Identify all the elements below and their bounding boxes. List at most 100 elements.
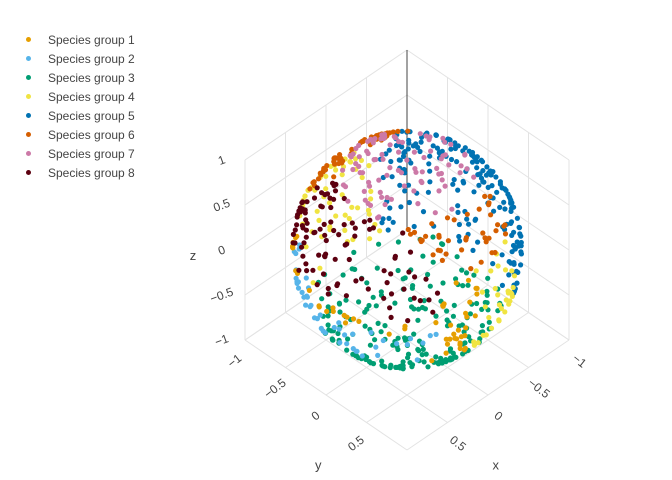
scatter-point	[440, 135, 446, 141]
scatter-point	[405, 318, 411, 324]
scatter-point	[343, 297, 349, 303]
scatter-point	[316, 252, 322, 258]
scatter-point	[417, 148, 423, 155]
scatter-point	[418, 139, 424, 145]
scatter-point	[495, 263, 501, 269]
scatter-point	[514, 280, 520, 286]
legend-marker	[26, 132, 31, 137]
scatter-point	[509, 232, 515, 238]
scatter-point	[380, 337, 386, 344]
scatter-point	[347, 159, 353, 165]
scatter-point	[389, 174, 395, 180]
scatter-point	[444, 341, 451, 347]
scatter-point	[471, 189, 477, 195]
scatter-point	[427, 168, 433, 174]
scatter-point	[494, 189, 500, 195]
scatter-point	[459, 267, 465, 273]
scatter-point	[301, 240, 307, 246]
scatter-point	[324, 163, 330, 169]
scatter-point	[308, 302, 314, 308]
scatter-point	[455, 203, 461, 209]
scatter-point	[376, 241, 382, 247]
scatter-point	[517, 231, 523, 237]
scatter-point	[292, 227, 298, 233]
scatter-point	[457, 340, 463, 346]
scatter-point	[303, 234, 309, 240]
scatter-point	[471, 174, 477, 180]
scatter-point	[467, 311, 473, 317]
scatter-point	[304, 199, 310, 205]
scatter-point	[362, 309, 368, 315]
scatter-point	[476, 206, 482, 212]
scatter-point	[434, 290, 441, 296]
scatter-point	[440, 280, 446, 286]
scatter-point	[471, 272, 477, 278]
scatter-point	[310, 280, 316, 286]
scatter-point	[366, 179, 372, 185]
scatter-point	[433, 354, 439, 360]
scatter-point	[404, 157, 410, 163]
scatter-point	[340, 167, 346, 173]
legend-item-species-group-6[interactable]: Species group 6	[20, 125, 135, 144]
scatter-point	[333, 167, 339, 173]
scatter-point	[387, 165, 393, 171]
legend-item-species-group-7[interactable]: Species group 7	[20, 144, 135, 163]
scatter-point	[393, 142, 399, 149]
legend-marker	[26, 113, 31, 118]
scatter-point	[294, 280, 300, 286]
scatter-point	[333, 213, 339, 219]
scatter-point	[342, 332, 348, 338]
scatter-point	[472, 217, 478, 223]
scatter-point	[402, 337, 408, 343]
scatter-point	[345, 336, 351, 342]
scatter-point	[384, 172, 390, 178]
scatter-point	[463, 270, 470, 276]
legend-item-species-group-5[interactable]: Species group 5	[20, 106, 135, 125]
scatter-point	[415, 306, 422, 312]
legend-item-species-group-2[interactable]: Species group 2	[20, 49, 135, 68]
scatter-point	[456, 221, 462, 228]
scatter-point	[368, 360, 374, 366]
scatter-point	[349, 220, 355, 226]
scatter-point	[319, 296, 325, 302]
scatter-point	[346, 256, 352, 263]
scatter-point	[295, 285, 302, 291]
scatter-point	[402, 188, 408, 194]
z-tick-label: −0.5	[208, 285, 235, 306]
scatter-point	[503, 297, 509, 303]
scatter-point	[426, 137, 432, 143]
scatter-point	[337, 154, 343, 160]
legend-item-species-group-3[interactable]: Species group 3	[20, 68, 135, 87]
scatter-point	[408, 160, 414, 166]
scatter-point	[379, 151, 385, 158]
legend-item-species-group-8[interactable]: Species group 8	[20, 163, 135, 182]
scatter-point	[366, 183, 373, 189]
scatter-point	[395, 128, 401, 134]
legend-item-species-group-1[interactable]: Species group 1	[20, 30, 135, 49]
scatter-point	[345, 198, 351, 204]
scatter-point	[290, 231, 296, 237]
scatter-point	[331, 196, 337, 202]
scatter-point	[473, 268, 479, 274]
scatter-point	[368, 196, 374, 202]
scatter-point	[439, 148, 445, 154]
scatter-point	[344, 341, 350, 347]
scatter-point	[466, 221, 472, 227]
x-tick-label: 0.5	[447, 433, 469, 455]
z-tick-label: −1	[213, 331, 231, 349]
scatter-point	[444, 308, 450, 314]
scatter-point	[387, 305, 393, 311]
scatter-point	[405, 182, 412, 188]
scatter-point	[401, 286, 407, 292]
scatter-point	[502, 231, 509, 237]
scatter-point	[453, 276, 459, 282]
scatter-point	[423, 276, 429, 282]
scatter-point	[509, 205, 515, 211]
scatter-point	[367, 202, 374, 208]
scatter-point	[488, 325, 495, 331]
scatter-point	[296, 267, 302, 273]
legend-item-species-group-4[interactable]: Species group 4	[20, 87, 135, 106]
scatter-point	[474, 154, 480, 160]
scatter-point	[446, 162, 452, 168]
